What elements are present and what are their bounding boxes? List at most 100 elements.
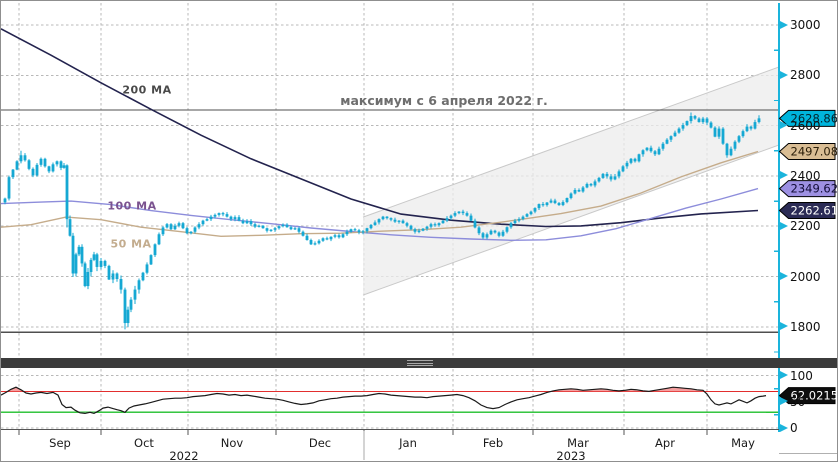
rsi-tick-label: 0	[780, 422, 798, 434]
ma200-badge	[778, 201, 836, 219]
candle-body	[129, 299, 133, 310]
ma100-badge	[778, 180, 836, 198]
axis-arrow-icon	[780, 121, 788, 130]
candle-body	[313, 243, 317, 245]
panel-resize-handle[interactable]	[407, 360, 433, 366]
month-label-mar: Mar	[567, 436, 589, 450]
price-tick-label-text: 2600	[790, 118, 821, 133]
rsi-panel[interactable]	[1, 386, 779, 415]
candle-body	[273, 228, 277, 230]
candle-body	[369, 224, 373, 229]
candle-body	[141, 272, 145, 281]
price-tick-label: 2800	[780, 69, 821, 81]
rsi-tick-label-text: 100	[790, 368, 813, 383]
month-label-jan: Jan	[399, 436, 417, 450]
candle-body	[237, 217, 241, 221]
ma100-label: 100 MA	[107, 199, 157, 213]
rsi-tick-label-text: 50	[790, 394, 806, 409]
candle-body	[293, 228, 297, 230]
candle-body	[71, 235, 75, 274]
candle-body	[489, 230, 493, 235]
candle-body	[189, 231, 193, 234]
overbought-fill	[7, 387, 705, 392]
candle-body	[673, 132, 677, 137]
candle-body	[357, 230, 361, 233]
candle-body	[437, 223, 441, 226]
candle-body	[285, 224, 289, 228]
rsi-tick-label-text: 0	[790, 421, 798, 435]
candle-body	[233, 217, 237, 220]
candle-body	[68, 219, 72, 236]
candle-body	[721, 128, 725, 144]
candle-body	[401, 220, 405, 224]
candle-body	[517, 219, 521, 221]
price-tick-label: 2200	[780, 220, 821, 232]
candle-body	[209, 216, 213, 220]
candle-body	[15, 161, 19, 170]
candle-body	[733, 141, 737, 149]
last-price-badge-text: 2628.8601	[791, 111, 838, 125]
candle-body	[39, 158, 43, 165]
ma50-badge-text: 2497.0881	[791, 144, 838, 158]
candle-body	[126, 309, 130, 324]
candle-body	[737, 136, 741, 142]
candle-body	[55, 161, 59, 165]
candle-body	[481, 233, 485, 238]
candle-body	[521, 216, 525, 220]
rsi-line	[1, 386, 767, 415]
rsi-value-badge-text: 62.0215	[791, 389, 838, 403]
year-label-2023: 2023	[556, 449, 586, 462]
candle-body	[99, 260, 103, 267]
candle-body	[497, 232, 501, 236]
candle-body	[505, 227, 509, 232]
candle-body	[365, 228, 369, 232]
candle-body	[245, 221, 249, 224]
candle-body	[133, 289, 137, 300]
candle-body	[181, 223, 185, 229]
year-label-2022: 2022	[169, 449, 199, 462]
candle-body	[19, 155, 23, 162]
price-tick-label: 1800	[780, 321, 821, 333]
candle-body	[337, 235, 341, 238]
candle-body	[645, 147, 649, 151]
price-panel[interactable]	[1, 28, 779, 333]
candle-body	[253, 224, 257, 227]
price-tick-label-text: 3000	[790, 18, 821, 32]
candle-body	[633, 158, 637, 162]
candle-body	[597, 177, 601, 182]
candle-body	[757, 118, 761, 123]
candle-body	[501, 231, 505, 236]
price-tick-label: 3000	[780, 19, 821, 31]
candle-body	[601, 173, 605, 178]
candle-body	[317, 240, 321, 244]
candle-body	[493, 230, 497, 233]
candle-body	[107, 265, 111, 280]
candle-body	[47, 166, 51, 172]
candle-body	[353, 229, 357, 231]
ma50-line	[1, 150, 759, 238]
candle-body	[681, 125, 685, 129]
axis-arrow-icon	[780, 322, 788, 331]
candle-body	[661, 143, 665, 149]
candle-body	[621, 166, 625, 172]
candle-body	[649, 147, 653, 152]
candle-body	[577, 189, 581, 192]
candle-body	[193, 227, 197, 232]
candle-body	[609, 176, 613, 180]
candle-body	[123, 289, 127, 324]
candle-body	[545, 202, 549, 206]
candle-body	[31, 168, 35, 176]
candle-body	[613, 176, 617, 180]
candle-body	[529, 211, 533, 215]
candle-body	[157, 234, 161, 245]
candle-body	[361, 231, 365, 233]
candle-body	[701, 118, 705, 123]
candle-body	[269, 229, 273, 231]
candle-body	[573, 189, 577, 194]
candle-body	[409, 225, 413, 230]
candle-body	[59, 161, 63, 168]
month-label-sep: Sep	[49, 436, 71, 450]
month-label-nov: Nov	[220, 436, 244, 450]
candle-body	[697, 118, 701, 123]
